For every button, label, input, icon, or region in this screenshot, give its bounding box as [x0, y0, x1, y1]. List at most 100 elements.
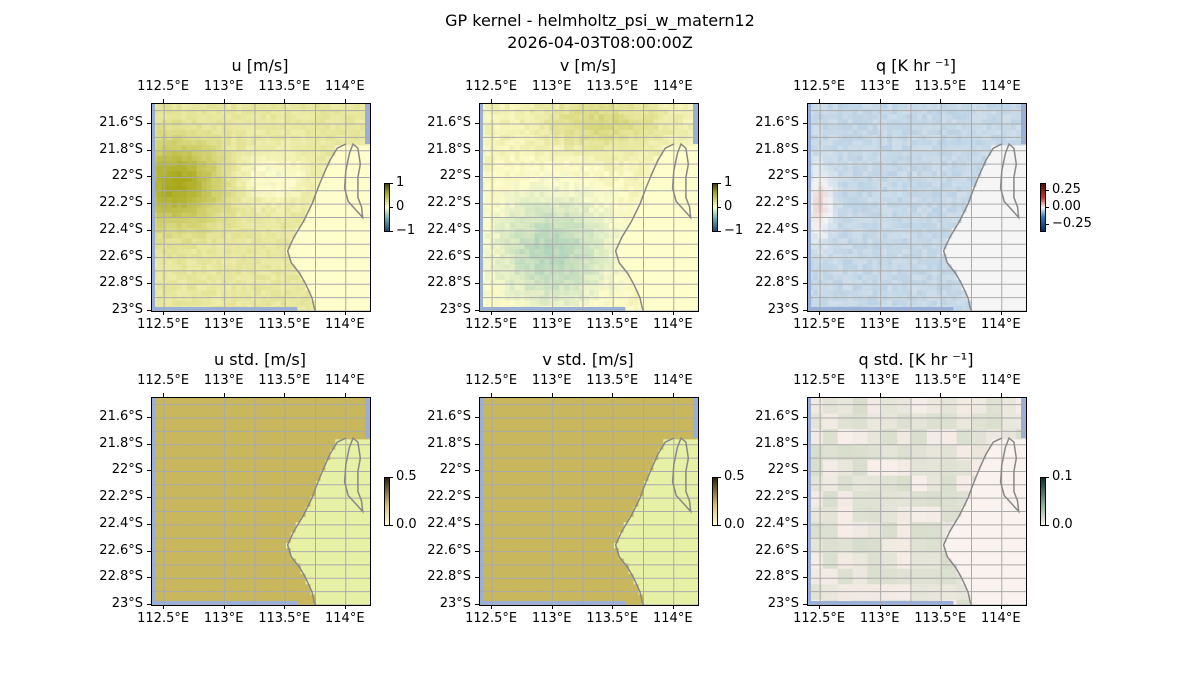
lon-tick-mark [344, 99, 346, 103]
heatmap-cell [608, 248, 615, 255]
heatmap-cell [892, 285, 898, 291]
heatmap-cell [290, 295, 297, 302]
heatmap-cell [365, 243, 370, 250]
heatmap-cell [509, 279, 516, 286]
heatmap-cell [603, 114, 610, 120]
heatmap-cell [842, 207, 849, 214]
heatmap-cell [638, 176, 644, 183]
heatmap-cell [280, 186, 287, 193]
heatmap-cell [514, 202, 521, 208]
heatmap-cell [315, 145, 321, 151]
heatmap-cell [584, 171, 590, 177]
heatmap-cell [320, 279, 326, 286]
heatmap-cell [961, 119, 967, 126]
heatmap-cell [837, 290, 844, 296]
heatmap-cell [171, 202, 178, 208]
heatmap-cell [897, 248, 903, 255]
heatmap-cell [270, 129, 277, 136]
heatmap-cell [921, 104, 928, 110]
heatmap-cell [921, 248, 928, 255]
heatmap-cell [668, 124, 674, 131]
heatmap-cell [171, 181, 178, 188]
heatmap-cell [211, 155, 217, 162]
heatmap-cell [917, 300, 923, 307]
heatmap-cell [181, 259, 188, 265]
heatmap-cell [912, 295, 918, 302]
heatmap-cell [603, 186, 610, 193]
heatmap-cell [623, 129, 630, 136]
heatmap-cell [847, 233, 853, 239]
heatmap-cell [549, 285, 555, 291]
heatmap-cell [837, 274, 844, 281]
heatmap-cell [827, 181, 834, 188]
heatmap-cell [280, 104, 287, 110]
heatmap-cell [355, 155, 361, 162]
heatmap-cell [201, 197, 207, 203]
heatmap-cell [902, 186, 908, 193]
heatmap-cell [931, 109, 938, 115]
heatmap-cell [613, 176, 620, 183]
heatmap-cell [191, 114, 197, 120]
heatmap-cell [186, 300, 193, 307]
heatmap-cell [529, 197, 535, 203]
lon-tick-mark [491, 99, 493, 103]
heatmap-cell [330, 155, 336, 162]
colorbar-tick-label: 0 [396, 199, 405, 214]
heatmap-cell [484, 181, 491, 188]
heatmap-cell [623, 290, 630, 296]
heatmap-cell [867, 114, 873, 120]
heatmap-cell [340, 129, 346, 136]
heatmap-cell [926, 285, 933, 291]
heatmap-cell [221, 207, 227, 214]
heatmap-cell [882, 150, 888, 157]
heatmap-cell [201, 124, 207, 131]
heatmap-cell [628, 279, 634, 286]
heatmap-cell [926, 243, 933, 250]
heatmap-cell [246, 290, 252, 296]
heatmap-cell [956, 269, 962, 276]
heatmap-cell [946, 254, 953, 260]
heatmap-cell [216, 166, 222, 172]
heatmap-cell [917, 109, 923, 115]
heatmap-cell [186, 119, 193, 126]
heatmap-cell [241, 295, 247, 302]
heatmap-cell [628, 305, 634, 311]
heatmap-cell [216, 233, 222, 239]
heatmap-cell [166, 114, 173, 120]
lon-tick-label-top: 113°E [203, 79, 244, 94]
heatmap-cell [693, 274, 698, 281]
heatmap-cell [917, 207, 923, 214]
heatmap-cell [668, 186, 674, 193]
heatmap-cell [340, 274, 346, 281]
heatmap-cell [335, 124, 341, 131]
heatmap-cell [345, 129, 351, 136]
heatmap-cell [335, 295, 341, 302]
heatmap-cell [693, 207, 698, 214]
heatmap-cell [589, 140, 595, 146]
heatmap-cell [872, 176, 878, 183]
heatmap-cell [822, 114, 829, 120]
heatmap-cell [236, 191, 242, 198]
colorbar-tick-mark [390, 183, 393, 184]
heatmap-cell [867, 176, 873, 183]
heatmap-cell [335, 197, 341, 203]
heatmap-cell [593, 166, 600, 172]
heatmap-cell [832, 186, 839, 193]
heatmap-cell [345, 119, 351, 126]
heatmap-cell [668, 233, 674, 239]
heatmap-cell [206, 207, 212, 214]
heatmap-cell [211, 171, 217, 177]
lon-tick-mark [163, 99, 165, 103]
heatmap-cell [872, 207, 878, 214]
heatmap-cell [166, 238, 173, 245]
heatmap-cell [320, 181, 326, 188]
heatmap-cell [678, 155, 684, 162]
heatmap-cell [534, 243, 540, 250]
heatmap-cell [310, 124, 316, 131]
heatmap-cell [946, 285, 953, 291]
heatmap-cell [931, 114, 938, 120]
heatmap-cell [315, 212, 321, 219]
heatmap-cell [678, 212, 684, 219]
heatmap-cell [678, 197, 684, 203]
heatmap-cell [961, 274, 967, 281]
